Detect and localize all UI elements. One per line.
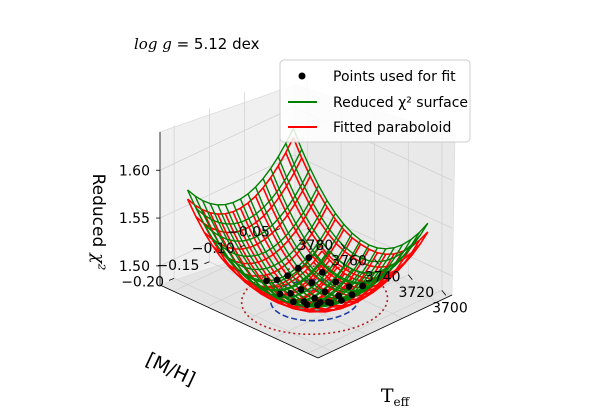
teff-label-sub: eff [394, 395, 411, 409]
mh-label-text: [M/H] [142, 349, 198, 391]
fit-point [284, 272, 292, 280]
contour-dashed [269, 278, 360, 322]
paraboloid-line [187, 137, 295, 215]
fit-point [276, 290, 284, 298]
teff-tick [307, 227, 312, 234]
teff-tick-label: 3720 [398, 285, 434, 301]
surface-line [229, 212, 336, 282]
mh-tick-label: −0.10 [192, 241, 235, 257]
paraboloid-line [321, 231, 429, 283]
fit-point [314, 301, 321, 309]
mh-tick-label: −0.20 [121, 274, 164, 290]
teff-tick [441, 290, 447, 296]
chi2-tick-label: 1.60 [119, 163, 150, 179]
teff-tick [340, 243, 346, 249]
chart-title: log g = 5.12 dex [134, 35, 260, 53]
title-math: log g [134, 35, 172, 53]
mh-axis-label: [M/H] [142, 349, 198, 391]
surface-line [245, 232, 353, 299]
fit-point [300, 298, 308, 306]
fit-point [273, 276, 281, 284]
surface-line [271, 247, 378, 308]
axis-lines [159, 132, 453, 359]
chi2-label-math: χ² [88, 252, 108, 270]
teff-axis-line [317, 294, 453, 359]
chi2-tick-label: 1.50 [119, 259, 150, 275]
chi2-axis-label: Reduced χ² [88, 174, 108, 271]
surface-line [203, 168, 311, 242]
ticks: 1.50 1.55 1.60 −0.20−0.15−0.10−0.05 37003720… [119, 163, 468, 316]
mh-tick [168, 277, 175, 281]
svg-text:Reducedχ²: Reduced χ² [88, 174, 108, 271]
legend-label-paraboloid: Fitted paraboloid [333, 120, 451, 136]
fit-point [263, 277, 270, 285]
legend-frame [279, 59, 471, 143]
fit-point [297, 286, 305, 293]
fit-point [324, 298, 332, 306]
fit-point [332, 278, 340, 286]
chi2-label-main: Reduced [88, 174, 108, 248]
legend-label-points: Points used for fit [333, 69, 456, 85]
legend: Points used for fit Reduced χ² surface F… [279, 59, 471, 143]
legend-point-marker [298, 72, 306, 80]
surface-line [195, 149, 303, 225]
mh-tick-label: −0.05 [227, 225, 270, 241]
mh-axis-line [159, 284, 319, 359]
teff-label-main: T [381, 385, 394, 407]
paraboloid-line [203, 175, 311, 250]
legend-label-surface: Reduced χ² surface [333, 95, 468, 111]
paraboloid-line [195, 157, 303, 234]
mh-tick [274, 228, 281, 232]
surface-line [296, 244, 404, 300]
surface-line [304, 239, 412, 294]
teff-tick-label: 3760 [331, 254, 367, 270]
gridline-mh-floor [173, 278, 333, 352]
fit-point [290, 298, 297, 306]
fit-point [321, 288, 329, 296]
surface-line [321, 222, 429, 274]
fit-point [305, 254, 313, 261]
teff-tick-label: 3700 [432, 300, 468, 316]
teff-axis-label: Teff [381, 385, 411, 409]
surface-line [313, 232, 420, 285]
teff-tick [407, 274, 413, 281]
fit-point [287, 289, 294, 297]
surface-line [237, 223, 345, 291]
teff-tick [374, 259, 379, 265]
mh-tick [204, 261, 210, 265]
fit-point [294, 264, 302, 272]
fit-point [308, 279, 316, 286]
surface-line [212, 185, 320, 258]
surface [186, 128, 429, 313]
chi2-tick-label: 1.55 [119, 211, 150, 227]
gridline-chi2 [159, 154, 453, 229]
title-rest: = 5.12 dex [172, 35, 260, 53]
fit-point [311, 294, 318, 302]
fit-point [359, 282, 367, 290]
surface-line [187, 128, 294, 206]
teff-tick-label: 3740 [365, 269, 401, 285]
fit-point [348, 291, 356, 299]
teff-tick-label: 3780 [298, 238, 334, 254]
fit-point [335, 292, 342, 300]
paraboloid-line [271, 252, 379, 313]
fit-point [318, 268, 326, 276]
mh-tick [239, 244, 245, 248]
fit-point [345, 283, 353, 290]
mh-tick-label: −0.15 [156, 258, 199, 274]
fit-points [263, 254, 367, 309]
